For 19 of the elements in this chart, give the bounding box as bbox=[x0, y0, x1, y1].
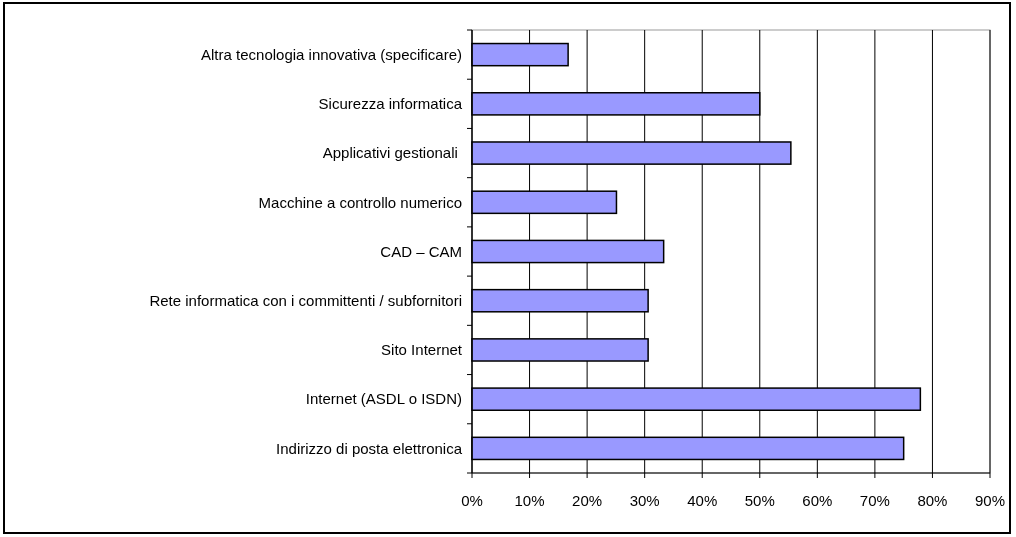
y-tick-label: Altra tecnologia innovativa (specificare) bbox=[201, 45, 462, 63]
y-tick-label: Applicativi gestionali bbox=[322, 144, 462, 162]
x-tick-label: 20% bbox=[572, 492, 603, 509]
x-tick-label: 0% bbox=[461, 492, 483, 509]
x-tick-label: 30% bbox=[629, 492, 660, 509]
x-tick-label: 90% bbox=[974, 492, 1006, 509]
y-tick-label: Rete informatica con i committenti / subfornitori bbox=[149, 291, 462, 309]
y-tick-label: Indirizzo di posta elettronica bbox=[276, 439, 463, 457]
y-tick-label: Sicurezza informatica bbox=[318, 95, 463, 113]
x-tick-label: 40% bbox=[687, 492, 718, 509]
y-tick-label: Sito Internet bbox=[381, 341, 463, 359]
x-tick-label: 80% bbox=[917, 492, 948, 509]
y-tick-label: Internet (ASDL o ISDN) bbox=[305, 390, 462, 408]
x-tick-label: 60% bbox=[802, 492, 833, 509]
x-tick-label: 10% bbox=[514, 492, 545, 509]
x-tick-label: 50% bbox=[744, 492, 775, 509]
y-tick-label: Macchine a controllo numerico bbox=[258, 193, 462, 211]
y-tick-label: CAD – CAM bbox=[380, 242, 462, 260]
x-tick-label: 70% bbox=[859, 492, 890, 509]
